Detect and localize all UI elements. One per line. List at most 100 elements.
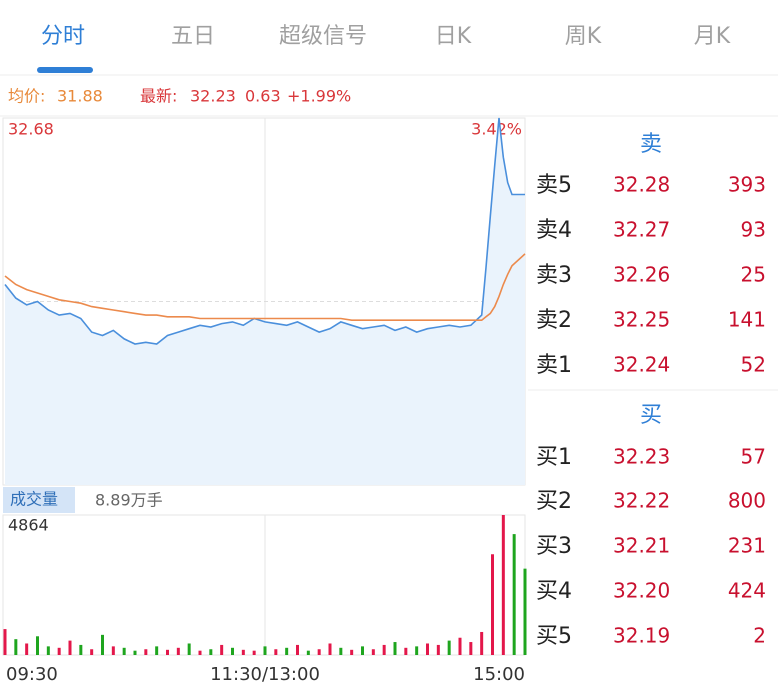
average-line (4, 253, 526, 321)
volume-bar (79, 644, 83, 655)
tab[interactable]: 月K (694, 24, 731, 49)
last-price: 32.23 (190, 87, 236, 106)
volume-bar (393, 642, 397, 655)
book-volume: 800 (728, 489, 766, 513)
volume-bar (111, 646, 115, 655)
buy-title: 买 (640, 403, 662, 428)
volume-bar (198, 650, 202, 655)
volume-bar (306, 650, 310, 655)
tab[interactable]: 分时 (41, 24, 85, 49)
volume-bar (122, 647, 126, 655)
volume-bar (426, 643, 429, 655)
x-tick-label: 11:30/13:00 (210, 664, 320, 685)
book-price: 32.20 (613, 579, 670, 603)
book-price: 32.19 (613, 624, 670, 648)
volume-total: 8.89万手 (95, 491, 163, 510)
volume-bar (241, 649, 245, 655)
volume-bar (68, 640, 72, 655)
book-label: 买3 (536, 534, 572, 559)
volume-bar (317, 649, 321, 655)
book-volume: 57 (741, 445, 766, 469)
volume-bar (512, 534, 516, 655)
avg-label: 均价: (8, 87, 45, 106)
last-label: 最新: (140, 87, 177, 106)
book-label: 卖3 (536, 263, 572, 288)
change-pct: +1.99% (287, 87, 351, 106)
volume-bar (133, 650, 137, 655)
volume-bar (436, 644, 440, 655)
price-line (4, 117, 525, 345)
volume-bar (166, 649, 169, 655)
volume-bar (415, 646, 419, 655)
volume-bar (447, 640, 451, 655)
active-tab-indicator (37, 67, 93, 73)
book-price: 32.28 (613, 173, 670, 197)
book-price: 32.27 (613, 218, 670, 242)
y2-tick-label: 3.42% (471, 120, 522, 139)
volume-bar (339, 647, 343, 655)
book-label: 买5 (536, 624, 572, 649)
volume-bar (263, 646, 267, 655)
volume-bar (404, 647, 408, 655)
tab[interactable]: 五日 (171, 24, 215, 49)
volume-bar (328, 643, 332, 655)
book-label: 买4 (536, 579, 572, 604)
book-volume: 25 (741, 263, 766, 287)
volume-bar (252, 650, 256, 655)
book-volume: 93 (741, 218, 766, 242)
book-label: 买2 (536, 489, 572, 514)
book-price: 32.25 (613, 308, 670, 332)
book-label: 卖1 (536, 353, 572, 378)
volume-bar (187, 643, 191, 655)
change: 0.63 (245, 87, 281, 106)
book-price: 32.23 (613, 445, 670, 469)
volume-bar (491, 554, 494, 655)
volume-bar (3, 629, 7, 655)
volume-bar (155, 646, 159, 655)
sell-title: 卖 (640, 132, 662, 157)
book-price: 32.26 (613, 263, 670, 287)
avg-value: 31.88 (57, 87, 103, 106)
volume-bar (274, 649, 278, 655)
volume-bar (90, 649, 94, 655)
volume-bar (14, 639, 18, 655)
volume-bar (296, 644, 299, 655)
book-label: 卖5 (536, 173, 572, 198)
x-tick-label: 15:00 (473, 664, 525, 685)
volume-bar (361, 646, 364, 655)
volume-bar (101, 634, 104, 655)
book-volume: 52 (741, 353, 766, 377)
volume-bar (285, 647, 289, 655)
volume-bar (480, 631, 484, 655)
y-tick-label: 32.68 (8, 120, 54, 139)
book-label: 买1 (536, 445, 572, 470)
tab[interactable]: 周K (565, 24, 602, 49)
volume-bar (231, 647, 234, 655)
volume-bar (36, 636, 39, 655)
tab[interactable]: 日K (435, 24, 472, 49)
book-label: 卖2 (536, 308, 572, 333)
book-volume: 2 (753, 624, 766, 648)
book-price: 32.24 (613, 353, 670, 377)
book-label: 卖4 (536, 218, 572, 243)
y-tick-label: 4864 (8, 516, 49, 535)
volume-bar (350, 649, 354, 655)
volume-panel (2, 514, 526, 656)
volume-bar (469, 642, 473, 655)
volume-bar (220, 644, 224, 655)
volume-title: 成交量 (10, 490, 58, 509)
volume-bar (25, 643, 29, 655)
volume-bar (57, 647, 61, 655)
book-price: 32.22 (613, 489, 670, 513)
volume-bar (176, 647, 180, 655)
tab[interactable]: 超级信号 (279, 24, 367, 49)
price-area (5, 118, 525, 485)
volume-bar (382, 644, 386, 655)
book-volume: 424 (728, 579, 766, 603)
volume-tag (3, 487, 75, 513)
book-volume: 393 (728, 173, 766, 197)
volume-bar (458, 637, 462, 655)
volume-bar (523, 568, 527, 655)
